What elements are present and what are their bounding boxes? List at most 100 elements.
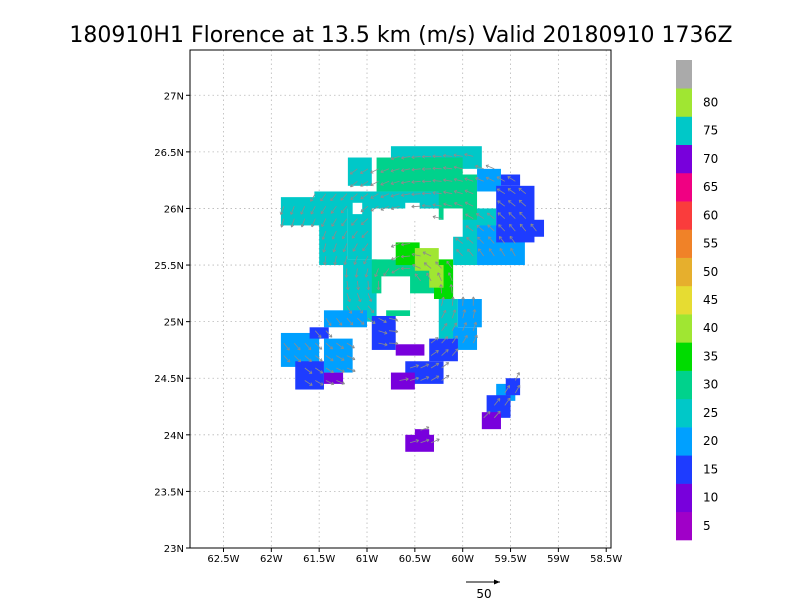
colorbar-label: 10	[703, 491, 718, 505]
wind-vector	[421, 191, 432, 196]
y-tick-label: 26N	[164, 204, 184, 215]
wind-vector	[380, 193, 390, 199]
wind-vector	[323, 255, 327, 266]
colorbar-label: 80	[703, 95, 718, 109]
speed-cell	[429, 265, 444, 288]
wind-vector	[421, 154, 432, 159]
wind-vector	[380, 180, 390, 186]
wind-vector	[330, 193, 337, 202]
wind-vector	[370, 193, 379, 199]
wind-vector	[346, 317, 354, 326]
y-tick-label: 24N	[164, 431, 184, 442]
colorbar-bin	[676, 229, 692, 258]
wind-vector	[331, 218, 337, 227]
wind-vector	[453, 177, 463, 182]
wind-vector	[346, 293, 351, 303]
wind-vector	[364, 268, 369, 278]
wind-vector	[400, 242, 411, 247]
x-tick-label: 62.5W	[207, 554, 239, 565]
wind-vector	[346, 305, 352, 314]
wind-vector	[340, 205, 348, 214]
wind-vector	[472, 334, 478, 344]
wind-vector	[357, 305, 363, 314]
colorbar-label: 15	[703, 462, 718, 476]
colorbar-bin	[676, 314, 692, 343]
colorbar-bin	[676, 201, 692, 230]
wind-vector	[411, 252, 421, 257]
wind-vector	[341, 218, 348, 227]
wind-vector	[432, 166, 442, 171]
speed-cell	[309, 327, 329, 339]
wind-vector	[400, 266, 411, 271]
speed-cell	[481, 412, 501, 430]
wind-vector	[325, 317, 332, 326]
colorbar-bin	[676, 398, 692, 428]
speed-cell	[347, 157, 372, 186]
wind-vector	[388, 341, 399, 346]
wind-vector	[353, 255, 358, 265]
wind-vector	[432, 191, 442, 195]
wind-vector	[409, 376, 419, 381]
speed-cell	[429, 338, 458, 362]
missing-data-gap	[352, 202, 363, 215]
wind-vector	[320, 205, 327, 215]
wind-vector	[411, 167, 421, 172]
wind-vector	[493, 398, 501, 406]
wind-vector	[321, 230, 327, 240]
wind-vector	[507, 188, 516, 195]
wind-vector	[320, 193, 327, 202]
wind-vector	[390, 180, 400, 186]
speed-cell	[505, 378, 521, 396]
wind-vector	[388, 329, 399, 334]
colorbar-bin	[676, 511, 692, 541]
wind-vector	[367, 317, 376, 324]
wind-vector	[474, 164, 484, 170]
wind-vector	[362, 243, 369, 252]
wind-vector	[390, 193, 400, 198]
wind-vector-field	[279, 153, 537, 444]
wind-vector	[412, 264, 421, 269]
wind-vector	[420, 438, 430, 444]
wind-vector	[280, 218, 285, 228]
wind-vector	[314, 330, 322, 338]
wind-vector	[432, 154, 442, 159]
x-tick-label: 62W	[260, 554, 283, 565]
wind-vector	[411, 155, 421, 160]
wind-vector	[430, 337, 439, 344]
wind-vector	[409, 439, 419, 444]
wind-vector	[400, 180, 411, 185]
wind-vector	[357, 317, 365, 325]
wind-vector	[399, 377, 409, 382]
colorbar-label: 60	[703, 208, 718, 222]
wind-vector	[488, 248, 495, 257]
y-tick-label: 25.5N	[154, 261, 184, 272]
wind-vector	[430, 438, 440, 444]
speed-cell	[477, 168, 501, 192]
wind-vector	[439, 284, 443, 294]
y-tick-label: 24.5N	[154, 374, 184, 385]
wind-vector	[290, 206, 295, 215]
wind-vector	[315, 367, 324, 374]
wind-vector	[508, 212, 516, 219]
speed-cell	[500, 174, 521, 186]
x-tick-label: 61W	[356, 554, 379, 565]
wind-vector	[401, 168, 411, 173]
wind-vector	[449, 284, 454, 294]
wind-vector	[467, 248, 474, 257]
speed-cell	[371, 315, 396, 350]
wind-vector	[514, 372, 520, 381]
wind-vector	[380, 205, 390, 211]
colorbar-bin	[676, 483, 692, 513]
wind-vector	[378, 342, 388, 347]
wind-vector	[451, 296, 455, 306]
wind-vector	[400, 254, 411, 259]
speed-cell	[295, 361, 324, 390]
colorbar-bin	[676, 342, 692, 371]
wind-vector	[442, 166, 453, 170]
wind-vector	[461, 296, 465, 306]
wind-vector	[485, 176, 495, 182]
wind-vector	[325, 342, 334, 350]
wind-vector	[451, 322, 457, 331]
wind-vector	[350, 193, 358, 200]
